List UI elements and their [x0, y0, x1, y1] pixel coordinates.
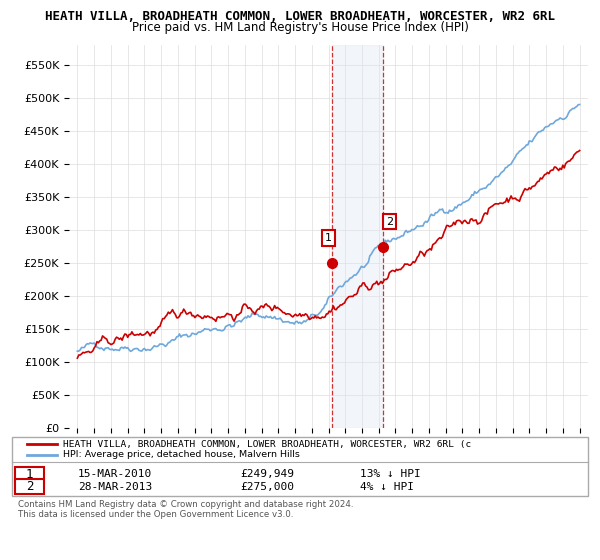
Text: 28-MAR-2013: 28-MAR-2013 [78, 482, 152, 492]
Bar [332, 45, 383, 428]
Text: 13% ↓ HPI: 13% ↓ HPI [360, 469, 421, 479]
Text: HPI: Average price, detached house, Malvern Hills: HPI: Average price, detached house, Malv… [63, 450, 300, 459]
Text: 15-MAR-2010: 15-MAR-2010 [78, 469, 152, 479]
Text: Price paid vs. HM Land Registry's House Price Index (HPI): Price paid vs. HM Land Registry's House … [131, 21, 469, 34]
Text: 2: 2 [26, 480, 33, 493]
Text: £275,000: £275,000 [240, 482, 294, 492]
Text: 4% ↓ HPI: 4% ↓ HPI [360, 482, 414, 492]
Text: 1: 1 [325, 234, 332, 243]
Text: 1: 1 [26, 468, 33, 481]
Text: HEATH VILLA, BROADHEATH COMMON, LOWER BROADHEATH, WORCESTER, WR2 6RL (c: HEATH VILLA, BROADHEATH COMMON, LOWER BR… [63, 440, 471, 449]
Text: Contains HM Land Registry data © Crown copyright and database right 2024.
This d: Contains HM Land Registry data © Crown c… [18, 500, 353, 519]
Text: HEATH VILLA, BROADHEATH COMMON, LOWER BROADHEATH, WORCESTER, WR2 6RL: HEATH VILLA, BROADHEATH COMMON, LOWER BR… [45, 10, 555, 22]
Text: 2: 2 [386, 217, 393, 227]
Text: £249,949: £249,949 [240, 469, 294, 479]
